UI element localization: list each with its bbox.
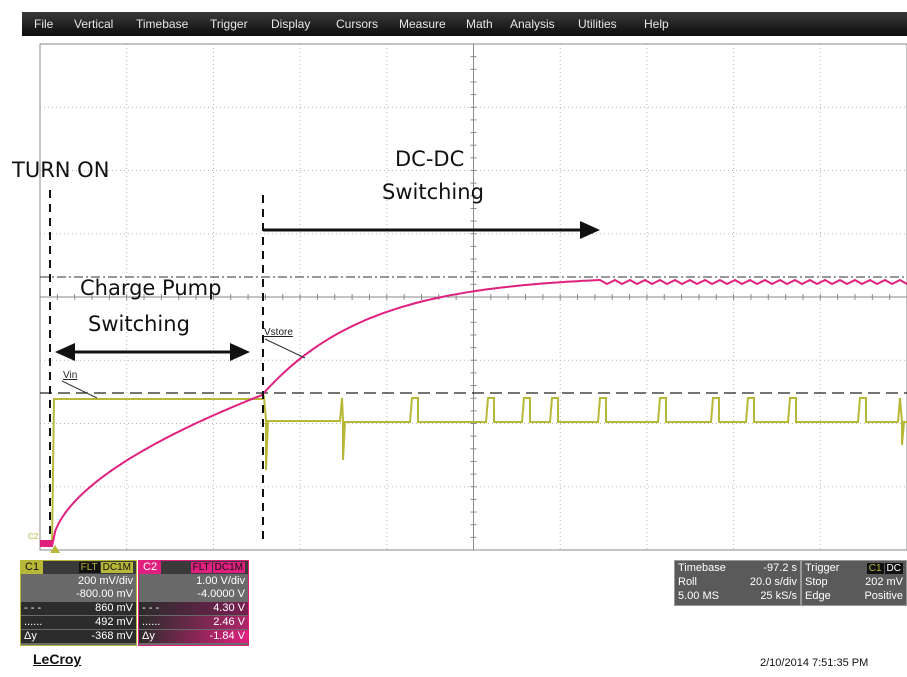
channel1-cursor2-value: 492 mV — [95, 616, 133, 628]
menu-utilities[interactable]: Utilities — [578, 17, 617, 31]
menu-trigger[interactable]: Trigger — [210, 17, 248, 31]
menu-timebase[interactable]: Timebase — [136, 17, 189, 31]
menu-help[interactable]: Help — [644, 17, 669, 31]
trigger-type: Edge — [805, 590, 831, 602]
channel1-name: C1 — [21, 561, 44, 574]
channel2-descriptor[interactable]: C2 FLT DC1M 1.00 V/div -4.0000 V - - - 4.… — [138, 560, 249, 646]
channel2-delta-value: -1.84 V — [209, 630, 245, 642]
menu-cursors[interactable]: Cursors — [336, 17, 379, 31]
channel1-delta-symbol: Δy — [24, 630, 37, 642]
timebase-rate: 25 kS/s — [760, 590, 797, 602]
channel1-coupling-badge: DC1M — [100, 562, 133, 573]
vin-label-leader — [61, 380, 98, 399]
trigger-level: 202 mV — [865, 576, 903, 588]
channel2-vdiv: 1.00 V/div — [196, 575, 245, 587]
channel1-offset: -800.00 mV — [76, 588, 133, 600]
channel1-vdiv: 200 mV/div — [77, 575, 133, 587]
menu-measure[interactable]: Measure — [399, 17, 446, 31]
menu-analysis[interactable]: Analysis — [510, 17, 555, 31]
trigger-descriptor[interactable]: Trigger C1 DC Stop 202 mV Edge Positive — [801, 560, 907, 606]
timebase-tdiv: 20.0 s/div — [749, 576, 797, 588]
trigger-coupling-badge: DC — [884, 563, 903, 574]
dcdc-annotation-line2: Switching — [382, 180, 484, 204]
dcdc-arrow-head — [580, 221, 600, 239]
timebase-samples: 5.00 MS — [678, 590, 719, 602]
channel1-flt-badge: FLT — [78, 562, 100, 573]
channel1-cursor2-symbol: ...... — [24, 616, 43, 628]
channel2-flt-badge: FLT — [190, 562, 212, 573]
menu-bar: File Vertical Timebase Trigger Display C… — [22, 12, 907, 36]
vin-trace-label: Vin — [63, 370, 78, 381]
channel1-delta-value: -368 mV — [91, 630, 133, 642]
c2-ground-marker[interactable] — [40, 540, 52, 545]
channel2-coupling-badge: DC1M — [212, 562, 245, 573]
c1-trace — [40, 394, 907, 547]
trigger-source-badge: C1 — [866, 563, 884, 574]
trigger-state: Stop — [805, 576, 828, 588]
turn-on-annotation: TURN ON — [12, 158, 110, 182]
channel2-delta-symbol: Δy — [142, 630, 155, 642]
charge-pump-arrow-head-right — [230, 343, 250, 361]
dcdc-annotation-line1: DC-DC — [395, 147, 465, 171]
c2-marker-label: C2 — [28, 532, 39, 541]
trigger-slope: Positive — [864, 590, 903, 602]
channel1-cursor1-value: 860 mV — [95, 602, 133, 614]
charge-pump-annotation-line2: Switching — [88, 312, 190, 336]
timebase-mode: Roll — [678, 576, 697, 588]
channel2-offset: -4.0000 V — [197, 588, 245, 600]
c2-trace — [40, 278, 907, 547]
menu-display[interactable]: Display — [271, 17, 311, 31]
lecroy-logo: LeCroy — [33, 651, 82, 667]
vstore-label-leader — [264, 338, 306, 359]
timebase-delay: -97.2 s — [763, 562, 797, 574]
grid-frame — [39, 43, 907, 551]
channel1-cursor1-symbol: - - - — [24, 602, 42, 614]
channel2-cursor2-symbol: ...... — [142, 616, 161, 628]
graticule-grid — [39, 43, 907, 551]
datetime-stamp: 2/10/2014 7:51:35 PM — [760, 657, 869, 669]
charge-pump-annotation-line1: Charge Pump — [80, 276, 222, 300]
timebase-descriptor[interactable]: Timebase -97.2 s Roll 20.0 s/div 5.00 MS… — [674, 560, 801, 606]
timebase-label: Timebase — [678, 562, 726, 574]
menu-file[interactable]: File — [34, 17, 54, 31]
trigger-position-marker[interactable] — [50, 545, 60, 553]
charge-pump-arrow-head-left — [55, 343, 75, 361]
channel1-descriptor[interactable]: C1 FLT DC1M 200 mV/div -800.00 mV - - - 8… — [20, 560, 137, 646]
channel2-name: C2 — [139, 561, 162, 574]
vstore-trace-label: Vstore — [264, 327, 293, 338]
channel2-cursor1-symbol: - - - — [142, 602, 160, 614]
menu-math[interactable]: Math — [466, 17, 493, 31]
trigger-label: Trigger — [805, 562, 840, 574]
menu-vertical[interactable]: Vertical — [74, 17, 114, 31]
channel2-cursor2-value: 2.46 V — [213, 616, 245, 628]
channel2-cursor1-value: 4.30 V — [213, 602, 245, 614]
